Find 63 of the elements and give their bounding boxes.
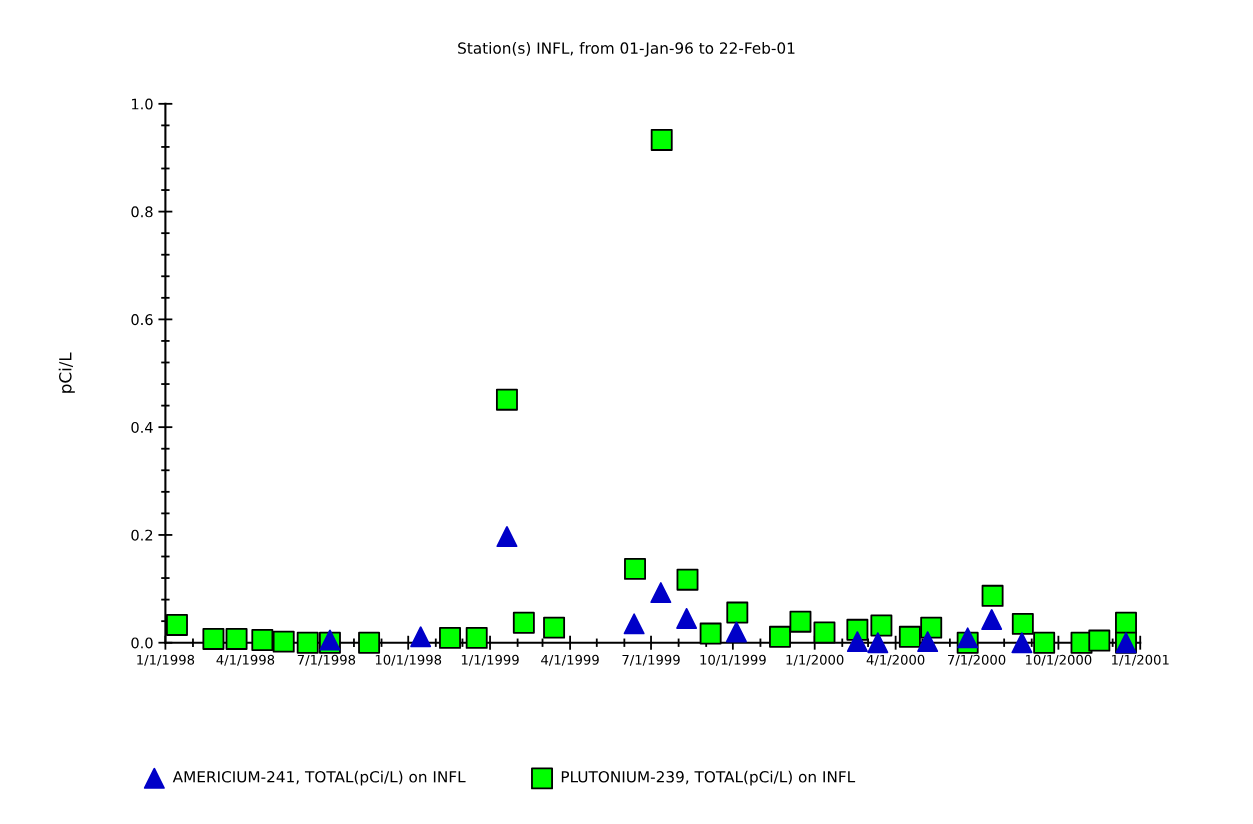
point [650, 128, 673, 151]
point [870, 614, 893, 637]
point [981, 584, 1004, 607]
y-tick-label: 0.4 [131, 421, 153, 433]
x-tick-label: 7/1/1998 [297, 654, 356, 666]
x-tick-label: 1/1/2001 [1112, 654, 1169, 666]
point [676, 568, 699, 591]
point [957, 627, 979, 649]
point [623, 613, 645, 635]
point [898, 625, 921, 648]
point [439, 626, 461, 649]
x-tick-label: 1/1/1998 [137, 654, 195, 666]
y-tick-label: 0.2 [131, 529, 153, 541]
point [272, 630, 295, 653]
point [495, 388, 518, 411]
point [725, 621, 747, 643]
point [1088, 629, 1111, 652]
legend-label: PLUTONIUM-239, TOTAL(pCi/L) on INFL [561, 770, 856, 786]
point [165, 613, 188, 636]
point [512, 611, 535, 634]
point [225, 627, 248, 650]
point [496, 526, 518, 548]
x-tick-label: 1/1/1999 [461, 654, 519, 666]
x-tick-label: 4/1/2000 [866, 654, 925, 666]
x-tick-label: 7/1/1999 [622, 654, 680, 666]
point [726, 601, 749, 624]
point [846, 631, 868, 653]
point [1011, 632, 1033, 654]
point [624, 557, 646, 580]
point [867, 632, 889, 654]
point [543, 616, 566, 639]
point [917, 631, 939, 653]
legend-label: AMERICIUM-241, TOTAL(pCi/L) on INFL [172, 770, 466, 786]
point [920, 616, 943, 639]
point [296, 631, 319, 654]
y-tick-label: 0.8 [131, 206, 153, 218]
point [699, 622, 722, 645]
x-tick-label: 10/1/1998 [375, 654, 442, 666]
y-axis-title: pCi/L [58, 352, 75, 393]
chart-title: Station(s) INFL, from 01-Jan-96 to 22-Feb-01 [458, 42, 795, 57]
x-tick-label: 10/1/2000 [1026, 654, 1092, 666]
point [650, 582, 672, 604]
point [1115, 611, 1137, 634]
point [202, 627, 225, 650]
point [358, 631, 381, 654]
point [1011, 612, 1034, 635]
point [251, 629, 274, 651]
point [465, 626, 488, 649]
x-tick-label: 4/1/1998 [216, 654, 275, 666]
point [1033, 631, 1056, 654]
point [676, 607, 698, 629]
point [981, 609, 1003, 631]
x-tick-label: 4/1/1999 [541, 654, 599, 666]
y-tick-label: 1.0 [132, 98, 153, 110]
x-tick-label: 1/1/2000 [786, 654, 844, 666]
point [813, 621, 836, 644]
y-tick-label: 0.0 [131, 637, 153, 649]
y-tick-label: 0.6 [131, 314, 153, 326]
x-tick-label: 7/1/2000 [948, 654, 1006, 666]
x-tick-label: 10/1/1999 [700, 654, 766, 666]
point [789, 610, 812, 633]
point [410, 626, 432, 648]
point [769, 625, 791, 648]
